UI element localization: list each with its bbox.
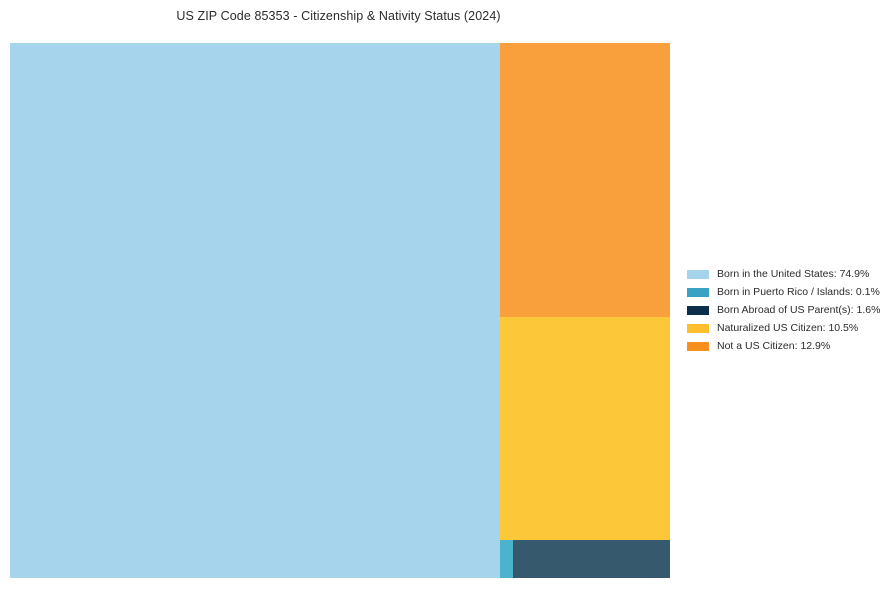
chart-title: US ZIP Code 85353 - Citizenship & Nativi… xyxy=(176,9,501,23)
legend-swatch-icon xyxy=(687,323,709,333)
legend-swatch-icon xyxy=(687,305,709,315)
legend-item-born-abroad-of-us-parents[interactable]: Born Abroad of US Parent(s): 1.6% xyxy=(687,301,882,319)
legend-item-not-a-us-citizen[interactable]: Not a US Citizen: 12.9% xyxy=(687,337,882,355)
legend-item-label: Born Abroad of US Parent(s): 1.6% xyxy=(717,304,881,316)
legend-item-label: Naturalized US Citizen: 10.5% xyxy=(717,322,859,334)
tile-born-abroad-of-us-parents[interactable] xyxy=(513,540,670,578)
legend: Born in the United States: 74.9% Born in… xyxy=(687,265,882,355)
legend-item-label: Not a US Citizen: 12.9% xyxy=(717,340,831,352)
tile-naturalized-us-citizen[interactable] xyxy=(500,317,670,540)
legend-item-born-in-puerto-rico-islands[interactable]: Born in Puerto Rico / Islands: 0.1% xyxy=(687,283,882,301)
tile-born-in-puerto-rico-islands[interactable] xyxy=(500,540,513,578)
legend-swatch-icon xyxy=(687,269,709,279)
legend-item-label: Born in Puerto Rico / Islands: 0.1% xyxy=(717,286,880,298)
legend-item-label: Born in the United States: 74.9% xyxy=(717,268,870,280)
tile-not-a-us-citizen[interactable] xyxy=(500,43,670,317)
plot-area xyxy=(10,43,670,578)
legend-swatch-icon xyxy=(687,341,709,351)
legend-item-naturalized-us-citizen[interactable]: Naturalized US Citizen: 10.5% xyxy=(687,319,882,337)
tile-born-in-the-united-states[interactable] xyxy=(10,43,500,578)
legend-swatch-icon xyxy=(687,287,709,297)
legend-item-born-in-the-united-states[interactable]: Born in the United States: 74.9% xyxy=(687,265,882,283)
